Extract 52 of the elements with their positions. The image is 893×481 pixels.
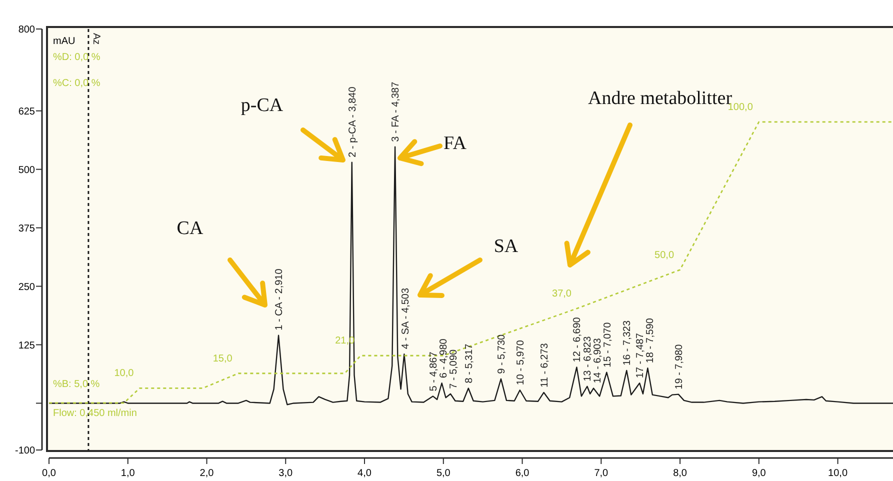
annotation: 5 - 4,867 (428, 351, 440, 392)
annotation: 12 - 6,690 (572, 316, 584, 362)
y-tick-label: 800 (18, 24, 36, 36)
annotation: %D: 0,0 % (53, 52, 100, 63)
x-tick-label: 7,0 (594, 468, 609, 479)
y-axis-title: mAU (53, 36, 76, 47)
x-tick-label: 8,0 (673, 468, 688, 479)
x-tick-label: 9,0 (752, 468, 766, 479)
annotation: CA (176, 218, 204, 239)
x-tick-label: 5,0 (436, 468, 451, 479)
x-tick-label: 1,0 (120, 468, 136, 479)
x-tick-label: 3,0 (278, 468, 294, 479)
annotation: 6 - 4,980 (438, 338, 450, 378)
x-tick-label: 0,0 (42, 468, 56, 479)
data-label: 100,0 (728, 102, 754, 113)
y-tick-label: 250 (18, 282, 36, 293)
annotation: FA (444, 133, 467, 154)
data-label: 15,0 (212, 353, 233, 364)
x-tick-label: 6,0 (515, 468, 530, 479)
y-tick-label: 625 (18, 106, 36, 118)
x-tick-label: 10,0 (828, 468, 848, 479)
data-label: 10,0 (114, 368, 134, 380)
annotation: 8 - 5,317 (464, 343, 475, 384)
annotation: 2 - p-CA - 3,840 (347, 86, 358, 158)
annotation: SA (494, 236, 518, 257)
annotation: 14 - 6,903 (592, 338, 604, 384)
annotation: 11 - 6,273 (539, 342, 550, 388)
y-tick-label: 125 (18, 340, 36, 352)
annotation: 10 - 5,970 (515, 340, 526, 386)
annotation: 9 - 5,730 (496, 334, 508, 374)
annotation: 13 - 6,823 (582, 336, 594, 382)
annotation: 16 - 7,323 (622, 320, 634, 366)
annotation: 3 - FA - 4,387 (390, 81, 402, 142)
data-label: 37,0 (552, 288, 572, 300)
annotation: 4 - SA - 4,503 (400, 288, 412, 350)
x-tick-label: 2,0 (200, 468, 214, 479)
ref-line-label: Az (90, 33, 102, 45)
annotation: 15 - 7,070 (602, 322, 614, 368)
annotation: 19 - 7,980 (674, 344, 685, 390)
annotation: 1 - CA - 2,910 (274, 268, 286, 330)
data-label: 50,0 (654, 250, 674, 261)
annotation: Flow: 0,450 ml/min (53, 408, 137, 419)
annotation: p-CA (240, 95, 284, 116)
y-tick-label: 500 (18, 164, 36, 176)
y-tick-label: 375 (18, 223, 36, 234)
annotation: %C: 0,0 % (53, 78, 100, 89)
annotation: %B: 5,0 % (53, 379, 100, 390)
annotation: 17 - 7,487 (635, 332, 646, 378)
y-tick-label: -100 (14, 446, 36, 456)
annotation: 7 - 5,090 (448, 348, 460, 389)
annotation: 18 - 7,590 (645, 318, 656, 364)
x-tick-label: 4,0 (358, 468, 372, 479)
